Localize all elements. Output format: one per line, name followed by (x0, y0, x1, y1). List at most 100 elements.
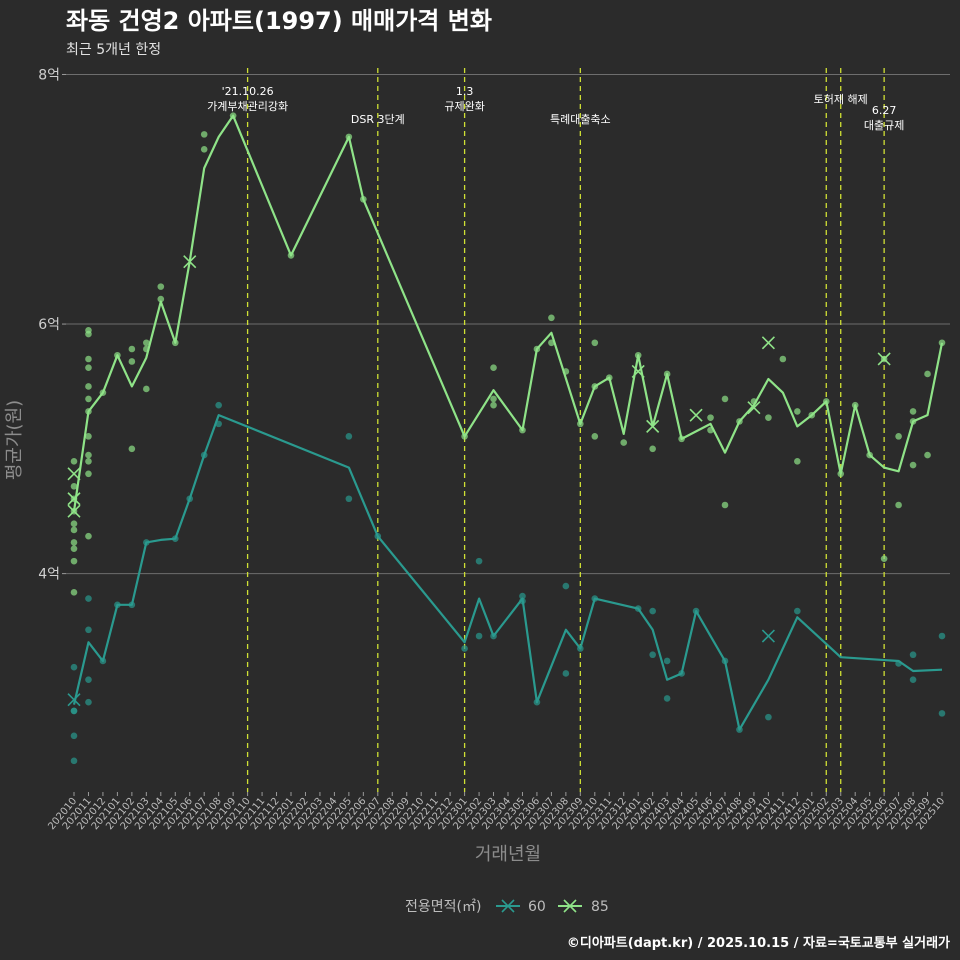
cross-85 (747, 401, 761, 415)
point-85 (70, 482, 78, 490)
cross-85 (761, 336, 775, 350)
point-85 (143, 339, 150, 347)
cross-85 (877, 352, 891, 366)
point-85 (707, 414, 714, 421)
point-85 (548, 314, 555, 322)
point-85 (70, 458, 78, 465)
point-60 (909, 676, 917, 683)
event-label: 6.27 (872, 104, 897, 117)
chart-caption: ©디아파트(dapt.kr) / 2025.10.15 / 자료=국토교통부 실… (567, 935, 950, 951)
cross-85 (67, 492, 81, 506)
point-85 (490, 401, 497, 409)
point-60 (663, 657, 671, 665)
point-60 (562, 670, 570, 677)
point-85 (591, 433, 599, 440)
point-60 (794, 607, 801, 615)
point-85 (70, 557, 78, 565)
point-85 (591, 339, 599, 347)
point-85 (200, 131, 208, 138)
legend-title: 전용면적(㎡) (405, 899, 481, 915)
point-85 (649, 445, 656, 453)
line-60 (72, 414, 943, 731)
point-85 (70, 526, 78, 534)
x-axis: 2020102020112020122021012021022021032021… (46, 792, 947, 832)
legend-cross-60 (501, 899, 515, 913)
point-85 (938, 339, 946, 347)
point-85 (85, 458, 92, 465)
point-60 (938, 710, 946, 717)
chart-subtitle: 최근 5개년 한정 (66, 42, 161, 58)
point-85 (200, 146, 208, 153)
point-85 (895, 433, 902, 440)
point-85 (765, 414, 772, 421)
gridlines (66, 73, 950, 575)
point-85 (85, 364, 92, 372)
point-85 (924, 370, 931, 378)
point-85 (721, 501, 729, 509)
point-60 (765, 713, 772, 721)
point-60 (70, 707, 78, 715)
series-60 (67, 401, 946, 765)
cross-85 (67, 467, 81, 481)
x-axis-label: 거래년월 (475, 844, 541, 865)
point-85 (779, 355, 787, 363)
point-60 (562, 582, 570, 590)
point-85 (895, 501, 902, 509)
legend-label-85: 85 (591, 899, 609, 915)
point-85 (157, 283, 165, 290)
point-60 (519, 592, 526, 600)
point-60 (70, 732, 78, 740)
point-85 (85, 470, 92, 478)
event-label: 토허제 해제 (814, 92, 868, 106)
point-60 (70, 757, 78, 765)
point-85 (490, 364, 497, 372)
cross-85 (646, 419, 660, 433)
point-85 (909, 461, 917, 469)
event-label: 1.3 (456, 85, 474, 98)
point-85 (128, 345, 136, 353)
point-60 (85, 626, 92, 634)
legend-item-85: 85 (558, 899, 609, 915)
point-60 (909, 651, 917, 659)
y-tick-label: 6억 (38, 317, 60, 333)
point-60 (649, 607, 656, 615)
point-60 (85, 676, 92, 683)
chart-title: 좌동 건영2 아파트(1997) 매매가격 변화 (66, 7, 492, 35)
point-85 (85, 355, 92, 363)
legend-label-60: 60 (528, 899, 546, 915)
point-85 (128, 358, 136, 365)
point-85 (128, 445, 136, 453)
point-85 (490, 395, 497, 403)
legend-cross-85 (563, 899, 577, 913)
point-85 (85, 451, 92, 459)
event-label: 규제완화 (444, 100, 484, 113)
point-85 (85, 532, 92, 540)
cross-85 (67, 504, 81, 518)
legend: 전용면적(㎡) 60 85 (405, 899, 609, 915)
point-85 (794, 458, 801, 465)
point-85 (924, 451, 931, 459)
point-60 (70, 663, 78, 671)
point-85 (70, 589, 78, 596)
point-85 (85, 330, 92, 338)
point-85 (85, 383, 92, 390)
cross-85 (183, 255, 197, 269)
point-60 (345, 495, 353, 503)
point-60 (938, 632, 946, 640)
y-tick-label: 4억 (38, 567, 60, 583)
series-85 (67, 112, 946, 596)
event-label: 대출규제 (864, 119, 904, 132)
point-85 (157, 295, 165, 303)
point-60 (85, 698, 92, 706)
point-85 (909, 408, 917, 415)
point-60 (345, 433, 353, 440)
point-85 (794, 408, 801, 415)
point-60 (475, 557, 483, 565)
point-60 (649, 651, 656, 659)
point-60 (85, 595, 92, 602)
cross-60 (761, 629, 775, 643)
point-60 (663, 695, 671, 702)
series (67, 112, 946, 765)
